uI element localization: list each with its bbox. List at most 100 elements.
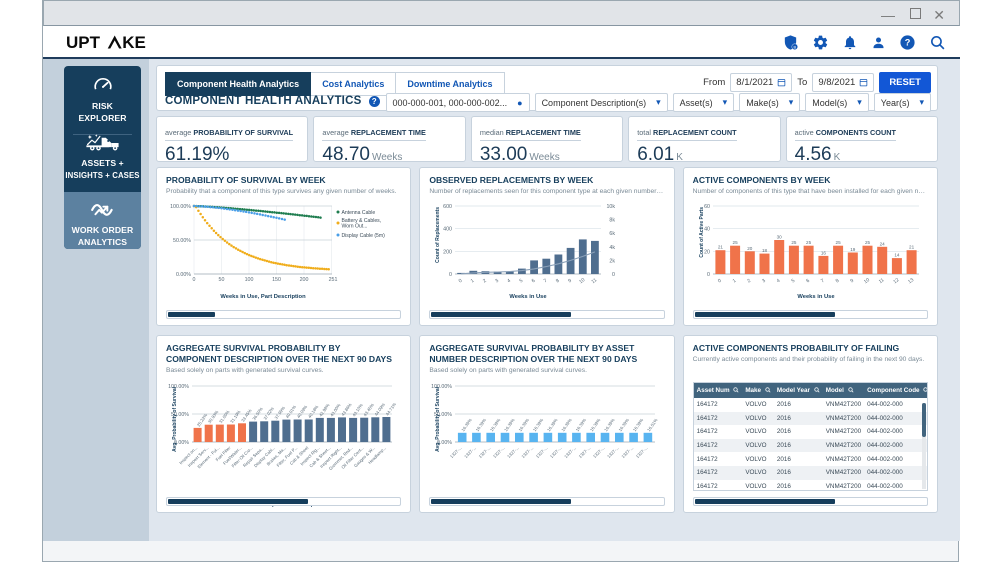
svg-text:6: 6 <box>805 278 811 285</box>
svg-text:KE: KE <box>122 34 146 52</box>
svg-text:8: 8 <box>555 278 561 285</box>
svg-text:Worn Out...: Worn Out... <box>342 223 368 229</box>
svg-text:16.39%: 16.39% <box>504 417 517 432</box>
svg-text:1327-...: 1327-... <box>621 445 635 459</box>
svg-text:6: 6 <box>531 278 537 285</box>
svg-text:4: 4 <box>775 278 781 285</box>
svg-text:1327-...: 1327-... <box>506 445 520 459</box>
svg-text:5: 5 <box>519 278 525 285</box>
svg-text:7: 7 <box>543 278 549 285</box>
svg-text:1327-...: 1327-... <box>635 445 649 459</box>
svg-text:1327-...: 1327-... <box>564 445 578 459</box>
svg-text:25: 25 <box>791 240 797 245</box>
svg-text:37.02%: 37.02% <box>262 406 275 421</box>
svg-text:16.39%: 16.39% <box>546 417 559 432</box>
svg-text:Count of Active Parts: Count of Active Parts <box>699 207 705 258</box>
svg-text:9: 9 <box>849 278 855 285</box>
svg-text:44.09%: 44.09% <box>374 402 387 417</box>
svg-text:1: 1 <box>470 278 476 285</box>
svg-text:4k: 4k <box>610 245 616 251</box>
svg-text:0: 0 <box>193 277 196 283</box>
svg-text:0: 0 <box>458 278 464 285</box>
svg-text:400: 400 <box>443 227 452 233</box>
svg-text:0: 0 <box>717 278 723 285</box>
svg-text:16.39%: 16.39% <box>618 417 631 432</box>
svg-text:50: 50 <box>219 277 225 283</box>
svg-text:16.39%: 16.39% <box>589 417 602 432</box>
svg-text:21: 21 <box>909 245 915 250</box>
svg-text:0: 0 <box>612 272 615 278</box>
svg-text:8k: 8k <box>610 218 616 224</box>
svg-text:37.99%: 37.99% <box>274 405 287 420</box>
svg-text:2: 2 <box>482 278 488 285</box>
svg-text:7: 7 <box>820 278 826 285</box>
svg-text:33.45%: 33.45% <box>240 408 253 423</box>
svg-text:25: 25 <box>806 240 812 245</box>
svg-text:3: 3 <box>494 278 500 285</box>
svg-text:1327-...: 1327-... <box>478 445 492 459</box>
svg-text:UPT: UPT <box>66 34 101 52</box>
svg-text:21: 21 <box>717 245 723 250</box>
svg-text:16: 16 <box>820 250 826 255</box>
svg-text:2k: 2k <box>610 258 616 264</box>
svg-text:43.45%: 43.45% <box>362 402 375 417</box>
svg-text:11: 11 <box>591 277 599 285</box>
svg-text:251: 251 <box>329 277 338 283</box>
svg-text:14: 14 <box>894 253 900 258</box>
svg-text:?: ? <box>905 38 911 48</box>
svg-text:8: 8 <box>834 278 840 285</box>
svg-text:0: 0 <box>449 272 452 278</box>
svg-text:1327-...: 1327-... <box>549 445 563 459</box>
svg-text:10: 10 <box>579 277 587 285</box>
svg-text:Antenna Cable: Antenna Cable <box>342 210 376 216</box>
svg-text:18: 18 <box>762 248 768 253</box>
svg-text:1: 1 <box>731 278 737 285</box>
svg-text:1327-...: 1327-... <box>521 445 535 459</box>
svg-text:24: 24 <box>879 241 885 246</box>
svg-text:5: 5 <box>790 278 796 285</box>
svg-text:2: 2 <box>746 278 752 285</box>
svg-text:200: 200 <box>443 249 452 255</box>
svg-text:16.39%: 16.39% <box>475 417 488 432</box>
svg-text:1327-...: 1327-... <box>492 445 506 459</box>
svg-text:16.39%: 16.39% <box>532 417 545 432</box>
svg-text:1327-...: 1327-... <box>578 445 592 459</box>
svg-text:20: 20 <box>747 246 753 251</box>
svg-text:25: 25 <box>835 240 841 245</box>
svg-text:10: 10 <box>863 277 871 285</box>
svg-text:16.39%: 16.39% <box>575 417 588 432</box>
svg-text:11: 11 <box>877 277 885 285</box>
svg-text:16.51%: 16.51% <box>646 417 659 432</box>
svg-text:31.19%: 31.19% <box>229 409 242 424</box>
svg-text:40.18%: 40.18% <box>307 404 320 419</box>
svg-text:B: B <box>793 44 796 49</box>
svg-text:43.00%: 43.00% <box>329 403 342 418</box>
svg-text:1327-...: 1327-... <box>592 445 606 459</box>
svg-text:16.39%: 16.39% <box>489 417 502 432</box>
svg-text:10k: 10k <box>607 204 616 210</box>
svg-text:Weeks in Use: Weeks in Use <box>797 294 835 300</box>
svg-text:25: 25 <box>865 240 871 245</box>
svg-text:25: 25 <box>732 240 738 245</box>
svg-text:0: 0 <box>707 272 710 278</box>
svg-text:3: 3 <box>761 278 767 285</box>
svg-text:30: 30 <box>776 235 782 240</box>
svg-text:16.39%: 16.39% <box>561 417 574 432</box>
svg-text:Weeks in Use: Weeks in Use <box>510 294 548 300</box>
svg-text:1327-...: 1327-... <box>449 445 463 459</box>
svg-text:Weeks in Use, Part Description: Weeks in Use, Part Description <box>220 294 306 300</box>
svg-text:100.00%: 100.00% <box>170 204 191 210</box>
svg-text:12: 12 <box>892 277 900 285</box>
svg-text:6k: 6k <box>610 231 616 237</box>
svg-text:1327-...: 1327-... <box>535 445 549 459</box>
svg-text:Avg. Probability of Survival: Avg. Probability of Survival <box>172 386 178 451</box>
svg-text:19: 19 <box>850 247 856 252</box>
svg-text:200: 200 <box>300 277 309 283</box>
svg-text:16.39%: 16.39% <box>632 417 645 432</box>
svg-text:Display Cable (5m): Display Cable (5m) <box>342 233 386 239</box>
svg-text:16.39%: 16.39% <box>461 417 474 432</box>
svg-text:Avg. Probability of Survival: Avg. Probability of Survival <box>435 386 441 451</box>
svg-text:4: 4 <box>507 278 513 285</box>
svg-text:16.39%: 16.39% <box>518 417 531 432</box>
svg-text:1327-...: 1327-... <box>606 445 620 459</box>
